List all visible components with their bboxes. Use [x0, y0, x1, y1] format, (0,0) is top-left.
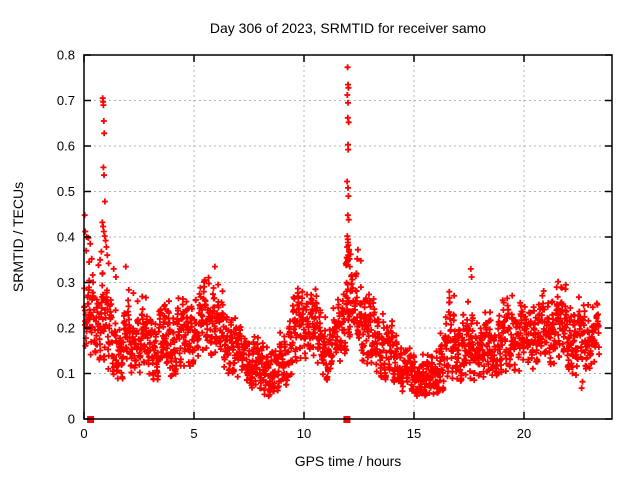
svg-text:0.1: 0.1 [57, 366, 75, 381]
svg-text:0.7: 0.7 [57, 93, 75, 108]
tick-marks [83, 54, 612, 420]
chart-title: Day 306 of 2023, SRMTID for receiver sam… [209, 20, 487, 36]
data-points [81, 270, 603, 400]
svg-text:0.3: 0.3 [57, 275, 75, 290]
svg-text:0: 0 [80, 426, 87, 441]
svg-text:0.8: 0.8 [57, 48, 75, 63]
svg-text:0.2: 0.2 [57, 321, 75, 336]
x-tick-labels: 0 5 10 15 20 [80, 426, 531, 441]
svg-text:5: 5 [190, 426, 197, 441]
svg-text:20: 20 [517, 426, 531, 441]
svg-text:0: 0 [68, 412, 75, 427]
svg-text:0.6: 0.6 [57, 139, 75, 154]
svg-text:15: 15 [407, 426, 421, 441]
y-axis-label: SRMTID / TECUs [10, 181, 26, 293]
y-tick-labels: 0 0.1 0.2 0.3 0.4 0.5 0.6 0.7 0.8 [57, 48, 75, 427]
svg-text:0.4: 0.4 [57, 230, 75, 245]
x-axis-label: GPS time / hours [294, 453, 402, 469]
svg-text:0.5: 0.5 [57, 184, 75, 199]
svg-text:10: 10 [297, 426, 311, 441]
